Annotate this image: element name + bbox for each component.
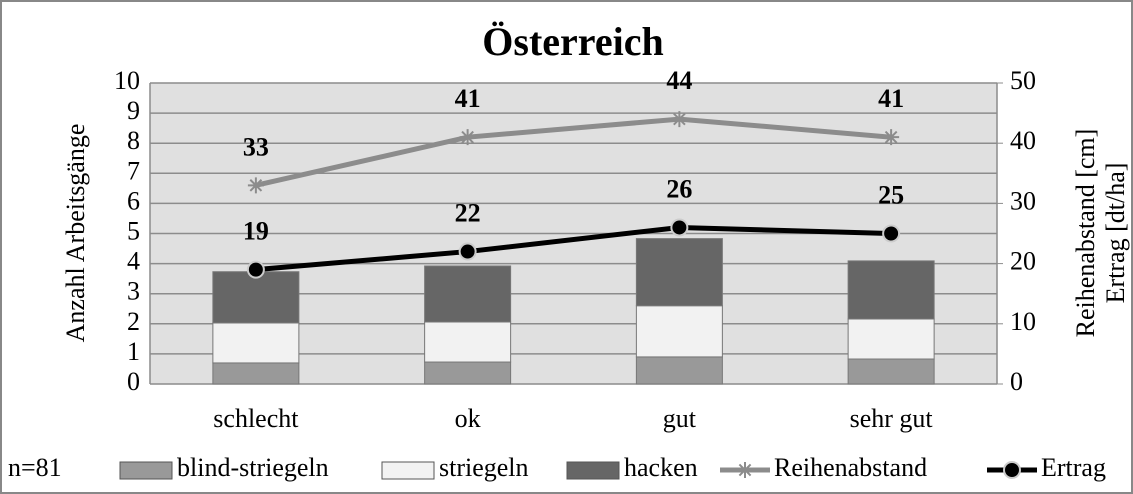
x-tick-label: ok <box>455 404 481 433</box>
line-marker <box>247 177 264 194</box>
data-label: 33 <box>243 132 269 161</box>
legend-label: Reihenabstand <box>774 453 927 482</box>
legend-label: Ertrag <box>1041 453 1106 482</box>
bar-segment <box>635 305 723 358</box>
y-tick-label: 5 <box>127 216 140 245</box>
line-marker <box>882 224 901 243</box>
legend-label: hacken <box>624 453 698 482</box>
y-tick-label: 10 <box>114 66 140 95</box>
line-marker <box>671 111 688 128</box>
y2-tick-label: 40 <box>1010 126 1036 155</box>
legend-swatch <box>119 461 173 480</box>
bar-segment <box>424 361 512 385</box>
y-tick-label: 0 <box>127 367 140 396</box>
bar-segment <box>212 362 300 385</box>
data-label: 41 <box>878 84 904 113</box>
y2-tick-label: 20 <box>1010 247 1036 276</box>
data-label: 44 <box>666 66 692 95</box>
line-marker <box>246 260 265 279</box>
y-axis-label: Anzahl Arbeitsgänge <box>61 124 90 343</box>
legend-marker <box>1003 461 1021 479</box>
y2-tick-label: 50 <box>1010 66 1036 95</box>
annotation: n=81 <box>8 453 62 482</box>
chart-title: Österreich <box>482 19 663 64</box>
data-label: 19 <box>243 217 269 246</box>
data-label: 41 <box>455 84 481 113</box>
line-marker <box>458 242 477 261</box>
y2-tick-label: 10 <box>1010 307 1036 336</box>
line-marker <box>883 129 900 146</box>
y-tick-label: 7 <box>127 156 140 185</box>
data-label: 25 <box>878 180 904 209</box>
y2-axis-label: Ertrag [dt/ha] <box>1101 163 1130 304</box>
data-label: 22 <box>455 199 481 228</box>
x-tick-label: gut <box>663 404 697 433</box>
data-label: 26 <box>666 174 692 203</box>
line <box>255 224 892 273</box>
x-tick-label: sehr gut <box>850 404 934 433</box>
y-tick-label: 8 <box>127 126 140 155</box>
y-tick-label: 3 <box>127 277 140 306</box>
line-marker <box>459 129 476 146</box>
bar-segment <box>635 356 723 385</box>
y2-axis-label: Reihenabstand [cm] <box>1071 129 1100 338</box>
y-tick-label: 9 <box>127 96 140 125</box>
legend-marker <box>737 462 753 478</box>
bar-segment <box>424 265 512 323</box>
legend-label: blind-striegeln <box>177 453 329 482</box>
bar-segment <box>212 271 300 324</box>
legend-swatch <box>566 461 620 480</box>
y2-tick-label: 0 <box>1010 367 1023 396</box>
legend-label: striegeln <box>439 453 529 482</box>
bar-segment <box>847 318 935 360</box>
y-tick-label: 6 <box>127 186 140 215</box>
bar-segment <box>212 322 300 364</box>
line <box>255 116 892 188</box>
y-tick-label: 2 <box>127 307 140 336</box>
x-tick-label: schlecht <box>213 404 299 433</box>
bar-segment <box>847 358 935 385</box>
y-tick-label: 4 <box>127 247 140 276</box>
line-marker <box>670 218 689 237</box>
legend-swatch <box>381 461 435 480</box>
y2-tick-label: 30 <box>1010 186 1036 215</box>
bar-segment <box>847 260 935 320</box>
bar-segment <box>635 238 723 307</box>
bar-segment <box>424 321 512 363</box>
y-tick-label: 1 <box>127 337 140 366</box>
